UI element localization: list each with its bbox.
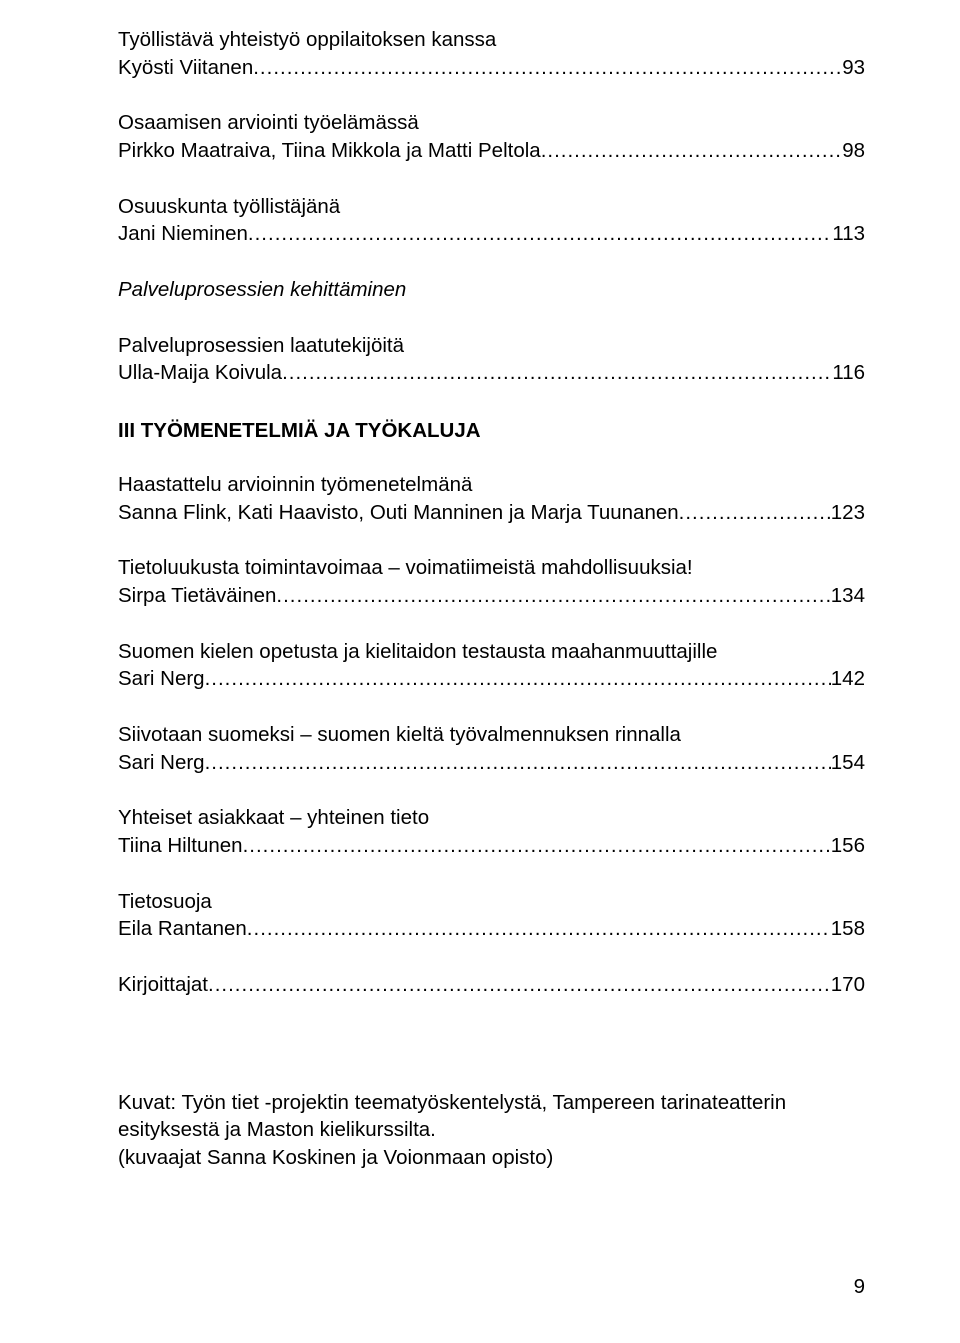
toc-title: Palveluprosessien laatutekijöitä xyxy=(118,332,865,360)
toc-leader-dots: ........................................… xyxy=(248,220,832,248)
toc-entry: Haastattelu arvioinnin työmenetelmänäSan… xyxy=(118,471,865,526)
page-number: 9 xyxy=(854,1275,865,1299)
toc-author: Tiina Hiltunen xyxy=(118,832,243,860)
toc-entry: Yhteiset asiakkaat – yhteinen tietoTiina… xyxy=(118,804,865,859)
toc-entry: Palveluprosessien laatutekijöitäUlla-Mai… xyxy=(118,332,865,387)
credits-line1: Kuvat: Työn tiet -projektin teematyösken… xyxy=(118,1089,865,1144)
toc-author: Sirpa Tietäväinen xyxy=(118,582,276,610)
toc-title: Yhteiset asiakkaat – yhteinen tieto xyxy=(118,804,865,832)
toc-page: 98 xyxy=(842,137,865,165)
toc-entry: Työllistävä yhteistyö oppilaitoksen kans… xyxy=(118,26,865,81)
toc-page: 134 xyxy=(831,582,865,610)
toc-entry: Osaamisen arviointi työelämässäPirkko Ma… xyxy=(118,109,865,164)
toc-entry: Tietoluukusta toimintavoimaa – voimatiim… xyxy=(118,554,865,609)
toc-page: 170 xyxy=(831,971,865,999)
toc-leader-dots: ........................................… xyxy=(247,915,831,943)
toc-author: Ulla-Maija Koivula xyxy=(118,359,282,387)
toc-title: Osuuskunta työllistäjänä xyxy=(118,193,865,221)
toc-page: 142 xyxy=(831,665,865,693)
toc-leader-dots: ........................................… xyxy=(205,665,831,693)
toc-page: 113 xyxy=(832,220,865,248)
toc-page: 156 xyxy=(831,832,865,860)
toc-author: Sanna Flink, Kati Haavisto, Outi Mannine… xyxy=(118,499,679,527)
toc-title: Osaamisen arviointi työelämässä xyxy=(118,109,865,137)
credits-line2: (kuvaajat Sanna Koskinen ja Voionmaan op… xyxy=(118,1144,865,1172)
toc-page: 116 xyxy=(832,359,865,387)
toc-author: Sari Nerg xyxy=(118,749,205,777)
toc-title: Suomen kielen opetusta ja kielitaidon te… xyxy=(118,638,865,666)
toc-entry: Suomen kielen opetusta ja kielitaidon te… xyxy=(118,638,865,693)
toc-author: Sari Nerg xyxy=(118,665,205,693)
toc-title: Kirjoittajat xyxy=(118,971,208,999)
toc-leader-dots: ........................................… xyxy=(541,137,843,165)
toc-author: Eila Rantanen xyxy=(118,915,247,943)
toc-entry: TietosuojaEila Rantanen.................… xyxy=(118,888,865,943)
toc-title: Tietosuoja xyxy=(118,888,865,916)
toc-leader-dots: ........................................… xyxy=(243,832,831,860)
toc-leader-dots: ........................................… xyxy=(208,971,831,999)
toc-entry: Palveluprosessien kehittäminen xyxy=(118,276,865,304)
toc-page: 123 xyxy=(831,499,865,527)
toc-leader-dots: ........................................… xyxy=(679,499,831,527)
toc-page: 154 xyxy=(831,749,865,777)
toc-leader-dots: ........................................… xyxy=(205,749,831,777)
toc-entry: Kirjoittajat............................… xyxy=(118,971,865,999)
toc-leader-dots: ........................................… xyxy=(276,582,830,610)
toc-title: Työllistävä yhteistyö oppilaitoksen kans… xyxy=(118,26,865,54)
section-heading: III TYÖMENETELMIÄ JA TYÖKALUJA xyxy=(118,419,865,443)
credits-block: Kuvat: Työn tiet -projektin teematyösken… xyxy=(118,1089,865,1172)
toc-entry: Osuuskunta työllistäjänäJani Nieminen...… xyxy=(118,193,865,248)
toc-title: Haastattelu arvioinnin työmenetelmänä xyxy=(118,471,865,499)
toc-entry: Siivotaan suomeksi – suomen kieltä työva… xyxy=(118,721,865,776)
toc-page: 93 xyxy=(842,54,865,82)
toc-author: Pirkko Maatraiva, Tiina Mikkola ja Matti… xyxy=(118,137,541,165)
toc-title: Tietoluukusta toimintavoimaa – voimatiim… xyxy=(118,554,865,582)
toc-leader-dots: ........................................… xyxy=(282,359,832,387)
toc-title: Palveluprosessien kehittäminen xyxy=(118,276,865,304)
toc-author: Kyösti Viitanen xyxy=(118,54,253,82)
toc-page: 158 xyxy=(831,915,865,943)
toc-author: Jani Nieminen xyxy=(118,220,248,248)
toc-leader-dots: ........................................… xyxy=(253,54,842,82)
toc-title: Siivotaan suomeksi – suomen kieltä työva… xyxy=(118,721,865,749)
